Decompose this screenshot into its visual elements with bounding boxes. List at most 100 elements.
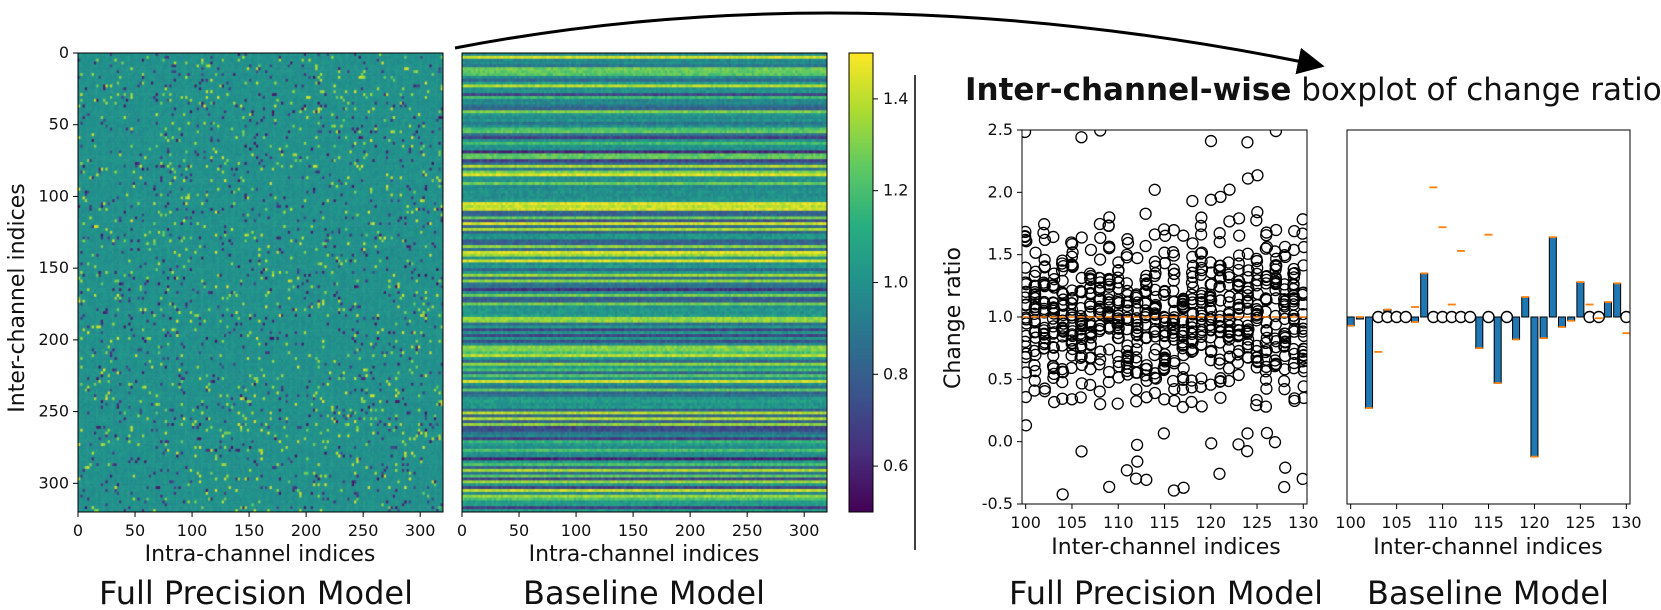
outlier-point <box>1022 335 1032 348</box>
outlier-point <box>1232 308 1245 321</box>
outlier-point <box>1296 355 1307 368</box>
outlier-point <box>1084 269 1098 283</box>
outlier-point <box>1195 338 1208 351</box>
y-tick-label: 2.0 <box>988 182 1013 201</box>
outlier-point <box>1047 230 1060 244</box>
outlier-point <box>1022 313 1033 326</box>
outlier-point <box>1022 233 1032 246</box>
x-tick-label: 200 <box>291 521 322 540</box>
full-precision-boxplot-ylabel: Change ratio <box>941 247 966 389</box>
box-bar <box>1347 316 1355 327</box>
outlier-point <box>1131 251 1144 265</box>
caption-baseline-right: Baseline Model <box>1367 574 1609 610</box>
outlier-point <box>1205 437 1218 450</box>
outlier-point <box>1148 255 1162 268</box>
outlier-point <box>1130 395 1143 408</box>
outlier-point <box>1222 362 1236 375</box>
x-tick-label: 0 <box>457 521 467 540</box>
outlier-point <box>1287 279 1300 292</box>
outlier-point <box>1022 229 1032 243</box>
outlier-point <box>1112 296 1125 310</box>
outlier-point <box>1157 363 1171 377</box>
outlier-point <box>1149 330 1162 343</box>
outlier-point <box>1065 303 1079 316</box>
outlier-point <box>1130 383 1143 396</box>
outlier-point <box>1251 169 1264 182</box>
outlier-point <box>1279 461 1292 474</box>
caption-baseline-left: Baseline Model <box>523 574 765 610</box>
outlier-point <box>1103 343 1116 356</box>
y-tick-label: 50 <box>49 115 69 134</box>
outlier-point <box>1084 273 1097 287</box>
outlier-point <box>1270 259 1283 272</box>
x-tick-label: 125 <box>1565 513 1596 532</box>
box-bar <box>1558 316 1567 328</box>
outlier-point <box>1287 271 1301 284</box>
full-precision-heatmap-panel: 0 50 100 150 200 250 300 0 50 100 150 200 250 300 Int… <box>5 43 444 567</box>
x-tick-label: 125 <box>1242 513 1273 532</box>
outlier-point <box>1260 229 1273 242</box>
outlier-point <box>1120 248 1133 262</box>
outlier-point <box>1102 242 1116 255</box>
outlier-point <box>1167 249 1181 262</box>
outlier-point <box>1195 325 1208 339</box>
outlier-point <box>1056 488 1069 501</box>
outlier-point <box>1250 399 1263 412</box>
outlier-point <box>1232 257 1245 270</box>
outlier-point <box>1093 272 1107 285</box>
outlier-point <box>1056 392 1069 405</box>
outlier-point <box>1463 310 1477 324</box>
outlier-point <box>1102 307 1116 320</box>
outlier-point <box>1121 313 1135 327</box>
outlier-point <box>1102 375 1115 389</box>
outlier-point <box>1158 229 1172 242</box>
box-bar <box>1512 316 1521 340</box>
outlier-point <box>1028 374 1041 387</box>
outlier-point <box>1232 368 1245 382</box>
outlier-point <box>1260 426 1274 440</box>
outlier-point <box>1120 277 1133 290</box>
outlier-point <box>1269 130 1283 138</box>
connector-arrow <box>454 11 1325 75</box>
outlier-point <box>1038 253 1051 266</box>
baseline-heatmap-xlabel: Intra-channel indices <box>529 542 760 567</box>
outlier-point <box>1259 365 1272 378</box>
outlier-point <box>1103 274 1116 287</box>
outlier-point <box>1213 259 1226 272</box>
full-precision-boxplot-xlabel: Inter-channel indices <box>1051 535 1280 560</box>
outlier-point <box>1047 395 1061 409</box>
outlier-point <box>1259 277 1273 290</box>
outlier-point <box>1176 301 1190 314</box>
full-precision-heatmap-image <box>78 53 443 512</box>
outlier-point <box>1094 345 1107 358</box>
outlier-point <box>1177 481 1190 494</box>
outlier-point <box>1022 347 1033 360</box>
outlier-point <box>1120 464 1134 477</box>
outlier-point <box>1074 351 1087 364</box>
caption-full-precision-left: Full Precision Model <box>99 574 413 610</box>
outlier-point <box>1056 298 1069 311</box>
outlier-point <box>1185 276 1199 289</box>
outlier-point <box>1213 280 1226 293</box>
outlier-point <box>1195 255 1208 268</box>
y-tick-label: -0.5 <box>982 494 1013 513</box>
outlier-point <box>1214 372 1227 385</box>
full-precision-heatmap-xlabel: Intra-channel indices <box>145 542 376 567</box>
outlier-point <box>1083 378 1097 392</box>
boxplot-title: Inter-channel-wise boxplot of change rat… <box>965 72 1661 108</box>
outlier-point <box>1297 349 1307 362</box>
outlier-point <box>1112 263 1125 277</box>
outlier-point <box>1195 246 1209 259</box>
outlier-point <box>1233 302 1246 315</box>
outlier-point <box>1214 190 1227 204</box>
x-tick-label: 115 <box>1149 513 1180 532</box>
outlier-point <box>1139 207 1152 220</box>
outlier-point <box>1278 363 1291 376</box>
outlier-point <box>1038 382 1051 395</box>
outlier-point <box>1168 354 1181 368</box>
outlier-point <box>1158 257 1171 270</box>
outlier-point <box>1296 298 1307 311</box>
outlier-point <box>1204 353 1217 367</box>
outlier-point <box>1233 229 1246 242</box>
outlier-point <box>1048 273 1061 286</box>
